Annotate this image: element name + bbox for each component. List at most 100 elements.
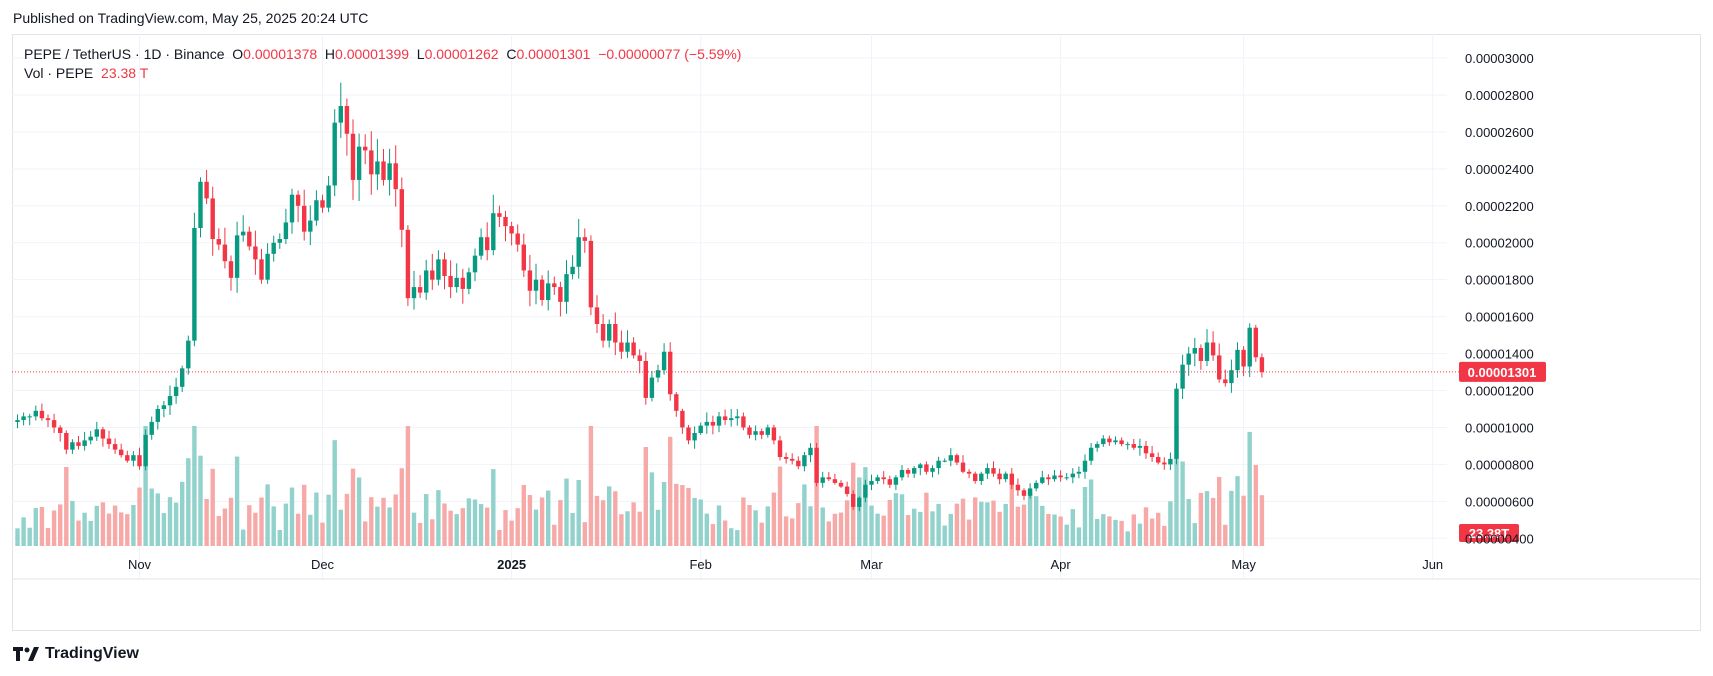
- candle-body: [686, 427, 691, 441]
- volume-bar: [924, 492, 929, 546]
- candle-body: [515, 233, 520, 245]
- volume-bar: [991, 500, 996, 546]
- volume-bar: [741, 497, 746, 546]
- volume-bar: [1009, 477, 1014, 546]
- volume-bar: [265, 484, 270, 546]
- volume-bar: [58, 504, 63, 546]
- candle-body: [1137, 445, 1143, 448]
- x-tick-label: 2025: [497, 557, 526, 572]
- volume-bar: [64, 466, 69, 546]
- volume-bar: [1027, 492, 1033, 546]
- volume-bar: [100, 502, 106, 546]
- candle-body: [295, 194, 301, 206]
- candle-body: [680, 410, 685, 428]
- candle-body: [1015, 484, 1021, 491]
- candle-body: [552, 283, 557, 288]
- volume-bar: [1125, 531, 1130, 546]
- candle-body: [741, 416, 746, 428]
- volume-bar: [698, 499, 703, 546]
- volume-bar: [76, 520, 81, 546]
- volume-bar: [985, 502, 990, 546]
- candle-body: [466, 272, 472, 289]
- volume-bar: [369, 497, 374, 546]
- candle-body: [381, 161, 386, 180]
- candle-body: [442, 259, 447, 276]
- volume-bar: [716, 505, 722, 546]
- open-label: O: [232, 46, 244, 62]
- candle-body: [198, 181, 203, 228]
- candle-body: [70, 442, 75, 450]
- y-tick-label: 0.00002600: [1465, 125, 1534, 140]
- candle-body: [838, 482, 844, 487]
- footer-brand[interactable]: TradingView: [13, 645, 139, 663]
- candle-body: [338, 106, 343, 123]
- volume-bar: [686, 487, 691, 546]
- volume-bar: [918, 511, 923, 546]
- volume-row: Vol · PEPE 23.38 T: [24, 64, 741, 83]
- volume-bar: [308, 514, 313, 546]
- x-tick-label: Apr: [1050, 557, 1071, 572]
- candle-body: [417, 287, 423, 293]
- volume-bar: [1192, 523, 1197, 546]
- high-label: H: [324, 46, 336, 62]
- volume-bar: [387, 507, 392, 546]
- volume-bar: [552, 524, 557, 546]
- volume-bar: [954, 503, 960, 546]
- candle-body: [936, 460, 941, 469]
- candle-body: [369, 150, 374, 175]
- volume-bar: [204, 498, 209, 546]
- candle-body: [576, 237, 581, 267]
- volume-bar: [119, 512, 124, 546]
- volume-bar: [796, 503, 801, 546]
- close-label: C: [506, 46, 517, 62]
- candle-body: [1131, 444, 1136, 448]
- candle-body: [161, 405, 167, 409]
- volume-bar: [332, 440, 337, 546]
- volume-bar: [253, 512, 258, 546]
- candle-body: [564, 274, 569, 302]
- volume-bar: [753, 510, 758, 546]
- candle-body: [131, 455, 136, 461]
- candle-body: [137, 455, 142, 467]
- volume-bar: [973, 497, 978, 546]
- candle-body: [430, 270, 435, 280]
- volume-bar: [173, 502, 179, 546]
- volume-bar: [198, 455, 203, 546]
- volume-bar: [1217, 476, 1222, 546]
- volume-bar: [631, 502, 636, 546]
- candle-body: [704, 421, 709, 426]
- candle-body: [509, 226, 514, 234]
- volume-bar: [149, 488, 154, 546]
- volume-bar: [674, 483, 679, 546]
- candle-body: [533, 279, 539, 291]
- change-value: −0.00000077 (−5.59%): [598, 46, 742, 62]
- candle-body: [308, 220, 313, 232]
- candle-body: [411, 287, 417, 299]
- volume-bar: [1064, 524, 1069, 546]
- candle-body: [1235, 349, 1240, 371]
- volume-bar: [1076, 527, 1082, 546]
- volume-bar: [570, 512, 575, 546]
- candle-body: [783, 457, 789, 459]
- candle-body: [204, 181, 209, 199]
- candle-body: [149, 421, 154, 435]
- candle-body: [485, 237, 490, 251]
- y-tick-label: 0.00000800: [1465, 457, 1534, 472]
- volume-bar: [564, 478, 569, 546]
- volume-bar: [771, 492, 777, 546]
- volume-bar: [161, 513, 167, 546]
- volume-bar: [302, 484, 307, 546]
- candle-body: [729, 418, 734, 421]
- candle-body: [600, 324, 606, 341]
- candle-body: [503, 216, 508, 227]
- candle-body: [302, 205, 307, 232]
- candle-body: [698, 425, 703, 434]
- candle-body: [1021, 490, 1027, 496]
- volume-bar: [588, 426, 594, 546]
- volume-bar: [125, 514, 130, 546]
- candle-body: [539, 279, 545, 301]
- candle-body: [643, 360, 648, 398]
- candle-body: [1070, 473, 1075, 478]
- candle-body: [125, 455, 130, 461]
